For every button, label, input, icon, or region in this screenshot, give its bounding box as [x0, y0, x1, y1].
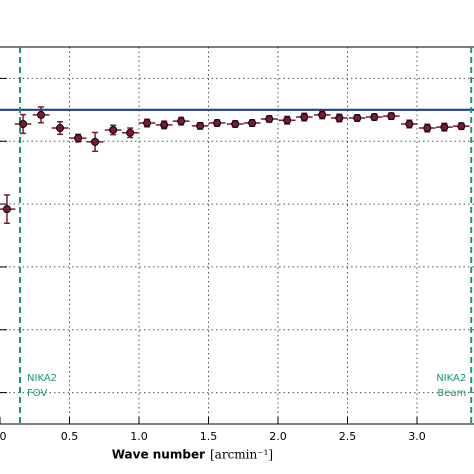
x-tick-label: 1.0 — [130, 430, 148, 443]
data-point — [2, 205, 11, 214]
data-point — [19, 119, 28, 128]
x-tick-label: 2.5 — [339, 430, 357, 443]
data-point — [74, 134, 83, 143]
data-point — [423, 124, 432, 133]
data-point — [143, 119, 152, 128]
data-point — [387, 112, 396, 121]
x-axis-unit: [arcmin⁻¹] — [210, 448, 273, 462]
data-point — [126, 128, 135, 137]
data-point — [213, 119, 222, 128]
data-point — [177, 117, 186, 126]
data-point — [37, 110, 46, 119]
x-tick-label: 3.0 — [408, 430, 426, 443]
data-point — [457, 122, 466, 131]
marker-label: NIKA2 — [436, 373, 466, 384]
x-tick-label: 1.5 — [200, 430, 218, 443]
data-point — [196, 121, 205, 130]
data-point — [335, 114, 344, 123]
x-tick-label: 2.0 — [269, 430, 287, 443]
x-tick-label: 0 — [0, 430, 7, 443]
data-point — [405, 119, 414, 128]
data-point — [353, 114, 362, 123]
data-point — [300, 113, 309, 122]
x-tick-label: 0.5 — [61, 430, 79, 443]
marker-label: Beam — [437, 388, 466, 399]
data-point — [370, 113, 379, 122]
data-point — [440, 123, 449, 132]
data-point — [248, 119, 257, 128]
data-point — [265, 114, 274, 123]
data-point — [109, 125, 118, 134]
data-point — [91, 137, 100, 146]
x-axis-label: Wave number — [112, 448, 205, 462]
data-point — [283, 116, 292, 125]
data-point — [318, 110, 327, 119]
marker-label: FOV — [27, 388, 47, 399]
data-point — [160, 120, 169, 129]
data-point — [231, 119, 240, 128]
data-point — [56, 124, 65, 133]
marker-label: NIKA2 — [27, 373, 57, 384]
